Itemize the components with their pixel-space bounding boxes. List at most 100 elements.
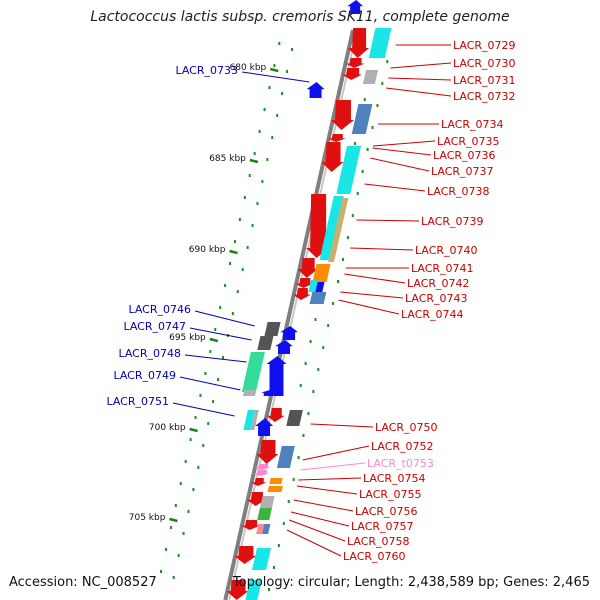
gene-arrow-forward <box>241 520 261 530</box>
gc-dot <box>253 152 256 155</box>
gene-arrow-reverse <box>266 356 287 396</box>
label-leader <box>289 519 346 542</box>
gc-dot <box>187 510 190 513</box>
gc-dot <box>231 312 234 315</box>
gene-arrow-forward <box>321 142 344 172</box>
gc-dot <box>209 350 212 353</box>
topology-text: Topology: circular; Length: 2,438,589 bp… <box>232 575 590 590</box>
gene-block <box>308 280 318 292</box>
gene-block <box>257 336 274 350</box>
gc-dot <box>292 478 295 481</box>
gc-dot <box>182 532 185 535</box>
scale-tick <box>269 67 279 73</box>
gene-block <box>245 580 262 600</box>
gene-block <box>319 196 344 260</box>
gene-arrow-forward <box>250 478 267 486</box>
label-leader <box>338 299 400 315</box>
map-title: Lactococcus lactis subsp. cremoris SK11,… <box>90 9 510 25</box>
gc-dot <box>351 214 354 217</box>
gc-dot <box>271 136 274 139</box>
gene-arrow-forward <box>345 58 365 68</box>
gc-dot <box>229 262 232 265</box>
gc-dot <box>297 456 300 459</box>
label-leader <box>370 157 430 172</box>
scale-tick-label: 705 kbp <box>129 513 166 523</box>
gene-label: LACR_0729 <box>453 39 516 52</box>
accession-text: Accession: NC_008527 <box>9 575 157 590</box>
gc-dot <box>327 324 330 327</box>
gene-block <box>243 410 255 430</box>
gc-dot <box>309 340 312 343</box>
gene-block <box>312 264 331 282</box>
gene-label: LACR_0746 <box>128 303 191 316</box>
backbone-line <box>223 29 355 600</box>
gene-block <box>362 70 379 84</box>
gc-dot <box>160 570 163 573</box>
gc-dot <box>356 192 359 195</box>
gene-arrow-forward <box>348 28 370 58</box>
gene-arrow-reverse <box>280 326 299 340</box>
gene-label: LACR_0748 <box>118 347 181 360</box>
gc-dot <box>179 482 182 485</box>
backbone <box>223 29 358 600</box>
gene-label: LACR_0731 <box>453 74 516 87</box>
gene-labels: LACR_0729 LACR_0730 LACR_0731 LACR_0732 LACR… <box>106 39 515 563</box>
scale-tick <box>209 337 219 343</box>
gene-label: LACR_0751 <box>106 395 169 408</box>
gene-block <box>276 446 295 468</box>
label-leader <box>184 354 247 363</box>
gene-label: LACR_0750 <box>375 421 438 434</box>
scale-tick <box>169 517 178 523</box>
gc-dot <box>346 236 349 239</box>
gc-dot <box>169 526 172 529</box>
gene-block <box>286 410 303 426</box>
gc-dot <box>189 438 192 441</box>
gc-dot <box>192 488 195 491</box>
gc-dot <box>277 544 280 547</box>
gene-features <box>226 0 392 600</box>
label-leader <box>172 402 235 417</box>
gene-arrow-reverse <box>306 82 325 98</box>
gc-dot <box>248 174 251 177</box>
gene-arrow-forward <box>342 68 363 80</box>
gc-dot <box>290 48 293 51</box>
gene-label: LACR_0733 <box>175 64 238 77</box>
label-leader <box>356 219 420 222</box>
gene-label: LACR_0756 <box>355 505 418 518</box>
gc-dot <box>322 346 325 349</box>
gene-arrow-forward <box>306 194 330 258</box>
gene-block <box>252 548 271 570</box>
gene-label: LACR_0749 <box>113 369 176 382</box>
label-leader <box>340 291 404 299</box>
label-leader <box>293 499 354 512</box>
label-leaders <box>172 44 452 557</box>
gc-dot <box>177 554 180 557</box>
gc-dot <box>251 224 254 227</box>
scale-tick <box>189 427 198 433</box>
gene-block <box>250 410 259 430</box>
label-leader <box>385 87 452 97</box>
gene-label: LACR_0739 <box>421 215 484 228</box>
gene-block <box>256 524 265 534</box>
gc-dot <box>276 114 279 117</box>
gc-dot <box>233 240 236 243</box>
scale-tick-label: 695 kbp <box>169 333 206 343</box>
gc-dot <box>224 284 227 287</box>
gc-dot <box>366 148 369 151</box>
gc-dot <box>314 318 317 321</box>
gc-dot <box>202 444 205 447</box>
gene-block <box>328 198 349 262</box>
label-leader <box>286 529 342 557</box>
gc-dot <box>337 280 339 283</box>
gene-label: LACR_0741 <box>411 262 474 275</box>
gene-label: LACR_0760 <box>343 550 406 563</box>
gc-dot <box>241 268 244 271</box>
gc-dot <box>238 218 241 221</box>
gc-dot <box>197 466 200 469</box>
gene-block <box>309 292 327 304</box>
label-leader <box>364 183 426 192</box>
scale-ticks: 680 kbp 685 kbp 690 kbp 695 kbp 700 kbp 705 k… <box>129 63 279 523</box>
label-leader <box>194 310 255 327</box>
gene-label: LACR_t0753 <box>367 457 434 470</box>
